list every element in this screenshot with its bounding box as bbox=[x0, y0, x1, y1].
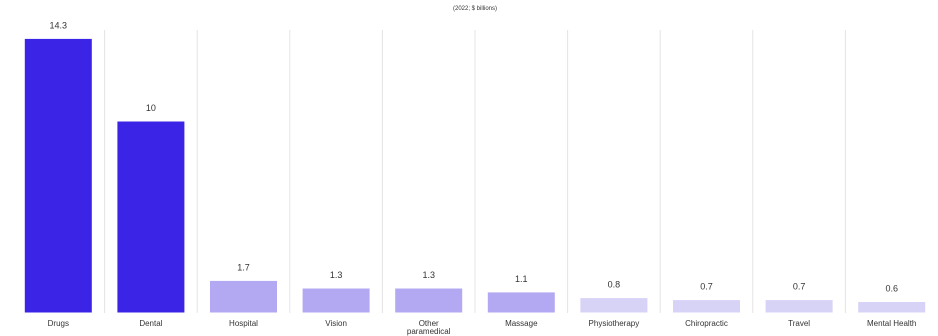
value-label-travel: 0.7 bbox=[793, 282, 806, 292]
bar-dental bbox=[116, 120, 186, 314]
x-tick-label-physiotherapy: Physiotherapy bbox=[589, 319, 640, 328]
bar-hospital bbox=[209, 279, 278, 314]
category-dividers bbox=[104, 30, 846, 313]
value-label-mental-health: 0.6 bbox=[885, 284, 898, 294]
value-labels: 14.3 10 1.7 1.3 1.3 1.1 0.8 0.7 0.7 0.6 bbox=[50, 20, 898, 293]
bars bbox=[23, 37, 927, 314]
x-axis-tick-labels: Drugs Dental Hospital Vision Other paramedica… bbox=[48, 319, 917, 336]
value-label-hospital: 1.7 bbox=[237, 262, 250, 272]
x-tick-label-drugs: Drugs bbox=[48, 319, 69, 328]
bar-mental-health bbox=[857, 301, 927, 314]
bar-vision bbox=[301, 287, 371, 314]
value-label-other-paramedical: 1.3 bbox=[422, 270, 435, 280]
x-tick-label-travel: Travel bbox=[788, 319, 810, 328]
x-tick-label-chiropractic: Chiropractic bbox=[685, 319, 728, 328]
value-label-dental: 10 bbox=[146, 103, 156, 113]
bar-other-paramedical bbox=[394, 287, 464, 314]
value-label-chiropractic: 0.7 bbox=[700, 282, 713, 292]
x-tick-label-vision: Vision bbox=[325, 319, 347, 328]
chart-subtitle: (2022; $ billions) bbox=[453, 6, 497, 12]
x-tick-label-hospital: Hospital bbox=[229, 319, 258, 328]
x-tick-label-other-paramedical: Other paramedical bbox=[407, 319, 451, 336]
x-tick-label-massage: Massage bbox=[505, 319, 538, 328]
bar-massage bbox=[486, 291, 556, 314]
bar-physiotherapy bbox=[579, 297, 649, 314]
value-label-massage: 1.1 bbox=[515, 274, 528, 284]
x-tick-label-mental-health: Mental Health bbox=[867, 319, 916, 328]
value-label-drugs: 14.3 bbox=[50, 20, 68, 30]
x-tick-label-dental: Dental bbox=[139, 319, 162, 328]
value-label-physiotherapy: 0.8 bbox=[608, 280, 621, 290]
bar-chiropractic bbox=[672, 299, 741, 314]
value-label-vision: 1.3 bbox=[330, 270, 343, 280]
bar-drugs bbox=[23, 37, 93, 314]
bar-travel bbox=[764, 299, 834, 314]
